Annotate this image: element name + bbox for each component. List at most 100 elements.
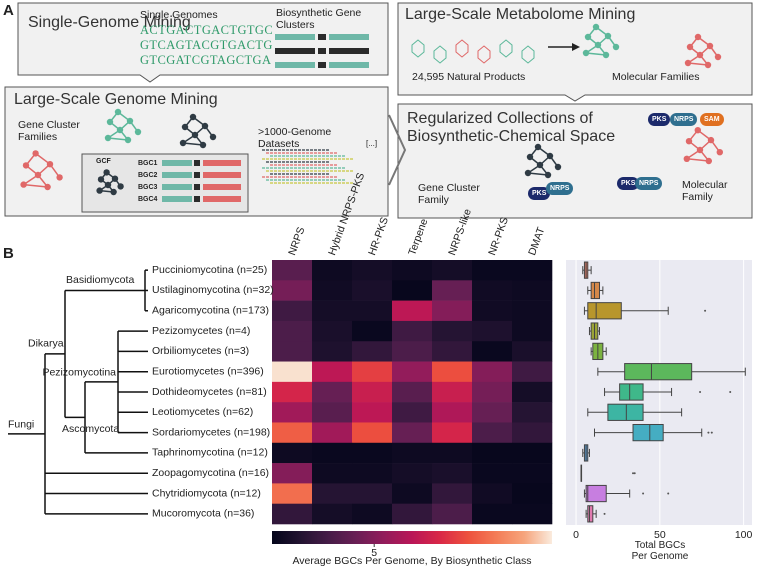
bgc-label: BGC4 xyxy=(138,196,158,203)
heatmap-cell xyxy=(352,402,393,423)
column-label: HR-PKS xyxy=(366,216,391,257)
heatmap-cell xyxy=(352,320,393,342)
heatmap-cell xyxy=(432,320,473,342)
network-node xyxy=(114,108,122,116)
tree-label: Basidiomycota xyxy=(66,274,134,286)
network-node xyxy=(683,155,690,162)
heatmap-cell xyxy=(272,442,313,464)
outlier xyxy=(707,431,710,434)
heatmap-cell xyxy=(352,300,393,322)
label: [...] xyxy=(366,139,378,148)
gene-segment xyxy=(162,172,192,178)
molecule xyxy=(433,45,447,64)
heatmap-cell xyxy=(272,381,313,403)
heatmap-cell xyxy=(512,442,553,464)
heatmap-cell xyxy=(352,280,393,301)
label: Gene Cluster Families xyxy=(18,119,80,143)
gene-segment xyxy=(203,172,241,178)
heatmap-cell xyxy=(272,463,313,484)
network-node xyxy=(684,59,692,67)
gene-segment xyxy=(275,62,315,68)
heatmap-cell xyxy=(392,280,433,301)
box xyxy=(632,423,664,442)
badge: PKS xyxy=(617,177,640,190)
gene-segment xyxy=(194,172,200,178)
network-node xyxy=(536,161,544,169)
network-node xyxy=(209,133,217,141)
heatmap-cell xyxy=(472,381,513,403)
network-node xyxy=(97,176,105,183)
column-label: NR-PKS xyxy=(486,216,511,257)
heatmap-cell xyxy=(312,341,353,362)
row-label: Zoopagomycotina (n=16) xyxy=(152,467,269,479)
network-node xyxy=(534,143,542,151)
gene-segment xyxy=(318,62,326,68)
box xyxy=(585,484,607,503)
arrow-head xyxy=(572,43,580,51)
x-axis-label: Total BGCs Per Genome xyxy=(631,540,689,562)
heatmap-cell xyxy=(312,483,353,504)
molecule xyxy=(455,39,469,58)
heatmap-cell xyxy=(272,402,313,423)
network-edge xyxy=(182,142,204,146)
column-label: NRPS xyxy=(286,225,307,257)
heatmap-cell xyxy=(392,300,433,322)
gene-segment xyxy=(318,48,326,54)
box-metabolome xyxy=(397,2,753,102)
heatmap-cell xyxy=(512,463,553,484)
box xyxy=(624,363,693,381)
network-node xyxy=(46,161,54,168)
chevron xyxy=(388,114,407,186)
box xyxy=(590,281,601,300)
box xyxy=(587,505,594,523)
heatmap-cell xyxy=(312,442,353,464)
tree-label: Fungi xyxy=(8,419,34,431)
bgc-label: BGC1 xyxy=(138,160,158,167)
heatmap-cell xyxy=(392,341,433,362)
gene-segment xyxy=(329,48,369,54)
network-node xyxy=(181,123,189,131)
row-label: Pezizomycetes (n=4) xyxy=(152,325,250,337)
heatmap-cell xyxy=(392,381,433,403)
network-node xyxy=(704,61,712,69)
box-title: Regularized Collections of Biosynthetic-… xyxy=(407,110,616,145)
tree-label: Pezizomycotina xyxy=(42,367,116,379)
gene-segment xyxy=(318,34,326,40)
x-tick-label: 0 xyxy=(573,529,579,541)
network-node xyxy=(189,113,197,121)
network-node xyxy=(44,183,51,191)
heatmap-cell xyxy=(392,503,433,525)
row-label: Mucoromycota (n=36) xyxy=(152,508,254,520)
heatmap-cell xyxy=(472,280,513,301)
badge: NRPS xyxy=(546,182,574,195)
molecule xyxy=(477,45,491,64)
network-node xyxy=(602,51,610,59)
label: Single Genomes xyxy=(140,9,218,21)
heatmap-cell xyxy=(512,422,553,444)
heatmap-cell xyxy=(352,483,393,504)
column-label: DMAT xyxy=(526,225,547,257)
heatmap-cell xyxy=(512,361,553,383)
network-node xyxy=(111,175,119,182)
panel-label: B xyxy=(3,245,14,262)
column-label: Terpene xyxy=(406,217,430,257)
heatmap-cell xyxy=(272,300,313,322)
network-node xyxy=(110,188,117,196)
network-node xyxy=(554,163,562,171)
row-label: Chytridiomycota (n=12) xyxy=(152,487,261,499)
heatmap-cell xyxy=(472,463,513,484)
row-label: Orbiliomycetes (n=3) xyxy=(152,345,249,357)
badge: PKS xyxy=(648,113,671,126)
network-node xyxy=(706,42,714,50)
network-node xyxy=(34,171,42,179)
heatmap-cell xyxy=(312,503,353,525)
network-node xyxy=(716,149,723,156)
network-node xyxy=(191,131,199,139)
badge: SAM xyxy=(700,113,724,126)
heatmap-cell xyxy=(512,300,553,322)
gene-segment xyxy=(275,34,315,40)
label: GCF xyxy=(96,158,111,165)
heatmap-cell xyxy=(352,341,393,362)
molecule xyxy=(411,39,425,58)
